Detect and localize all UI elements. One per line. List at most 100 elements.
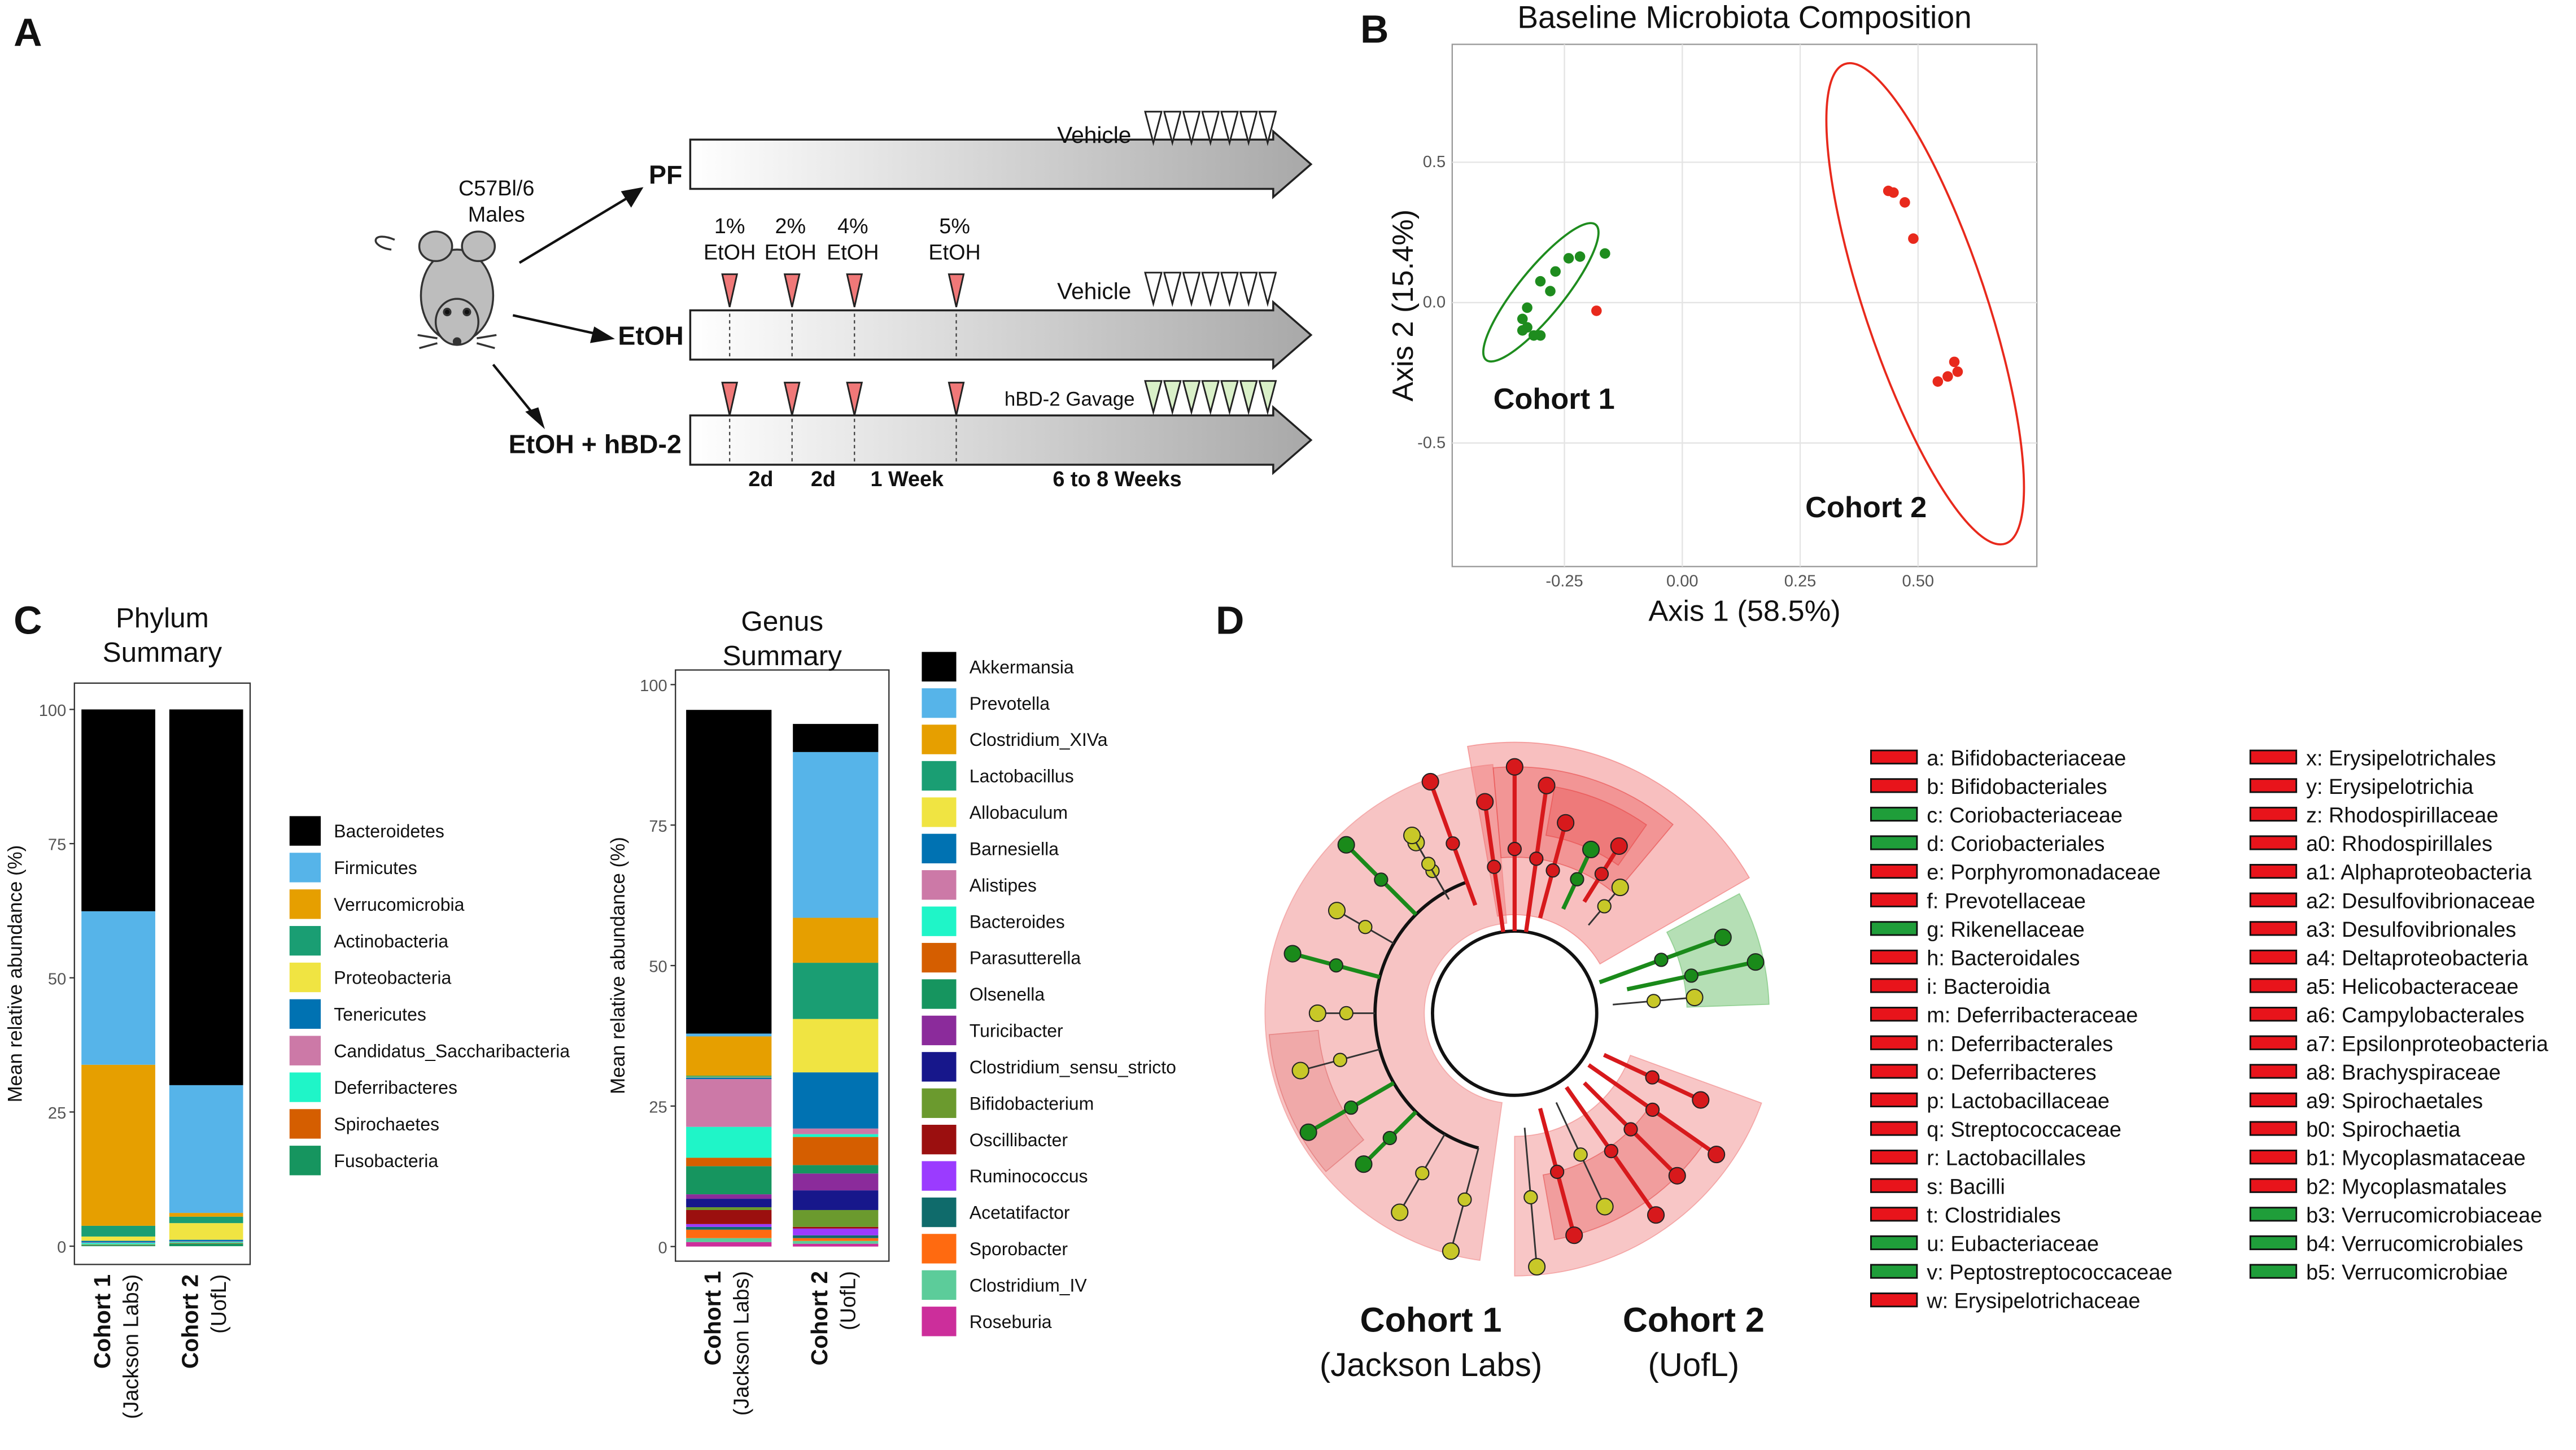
legend-label: a1: Alphaproteobacteria xyxy=(2306,861,2532,885)
strain-label: C57Bl/6 xyxy=(459,177,534,200)
bar-segment xyxy=(686,1033,772,1037)
data-point xyxy=(1949,356,1960,368)
bar-segment xyxy=(169,1216,243,1224)
data-point xyxy=(1535,276,1546,287)
clade-node xyxy=(1538,776,1556,794)
timeline-arrow xyxy=(689,405,1313,475)
clade-node xyxy=(1594,867,1609,881)
legend-swatch xyxy=(1870,892,1918,907)
x-tick-label: Cohort 2 xyxy=(177,1274,203,1369)
marker xyxy=(948,273,965,308)
clade-node xyxy=(1329,958,1343,973)
legend-label: g: Rikenellaceae xyxy=(1927,918,2084,942)
legend-label: n: Deferribacterales xyxy=(1927,1032,2113,1056)
legend-swatch xyxy=(2249,749,2298,765)
cohort-label: Cohort 1 xyxy=(1360,1301,1502,1339)
dose-label: EtOH xyxy=(827,241,879,265)
bar-segment xyxy=(81,1245,155,1247)
legend-swatch xyxy=(289,999,321,1029)
legend-label: a: Bifidobacteriaceae xyxy=(1927,746,2126,770)
legend-label: v: Peptostreptococcaceae xyxy=(1927,1261,2172,1285)
data-point xyxy=(1932,376,1944,387)
clade-node xyxy=(1507,841,1522,857)
clade-node xyxy=(1654,953,1669,967)
bar-segment xyxy=(686,1229,772,1238)
legend-swatch xyxy=(1870,864,1918,879)
legend-swatch xyxy=(2249,1121,2298,1136)
legend-label: Bacteroides xyxy=(970,911,1065,932)
clade-node xyxy=(1596,1198,1614,1216)
marker xyxy=(1239,272,1258,307)
data-point xyxy=(1522,302,1532,313)
clade-node xyxy=(1647,1206,1665,1224)
legend-swatch xyxy=(922,1052,957,1082)
legend-label: Fusobacteria xyxy=(334,1151,438,1171)
y-tick-label: 0 xyxy=(57,1239,66,1257)
marker xyxy=(721,382,739,416)
clade-node xyxy=(1382,1130,1397,1146)
marker xyxy=(783,273,801,308)
y-axis-label: Axis 2 (15.4%) xyxy=(1387,209,1420,401)
treatment-label: Vehicle xyxy=(1057,278,1131,304)
legend-label: a7: Epsilonproteobacteria xyxy=(2306,1032,2549,1056)
legend-label: Clostridium_sensu_stricto xyxy=(970,1057,1176,1077)
clade-node xyxy=(1529,851,1544,866)
legend-label: b0: Spirochaetia xyxy=(2306,1118,2461,1142)
chart-title: Phylum xyxy=(116,602,209,634)
bar-segment xyxy=(686,1199,772,1208)
legend-swatch xyxy=(1870,835,1918,850)
legend-swatch xyxy=(922,688,957,718)
x-tick-label: 0.00 xyxy=(1666,572,1699,590)
data-point xyxy=(1591,305,1602,316)
bar-segment xyxy=(686,1077,772,1080)
treatment-label: hBD-2 Gavage xyxy=(1005,388,1135,410)
bar-segment xyxy=(686,1126,772,1158)
bar-segment xyxy=(793,1241,879,1244)
clade-node xyxy=(1355,1155,1373,1173)
chart-title: Baseline Microbiota Composition xyxy=(1517,0,1972,34)
dose-label: EtOH xyxy=(928,241,980,265)
clade-node xyxy=(1283,945,1302,963)
clade-node xyxy=(1476,793,1494,811)
pcoa-chart: -0.25 0.00 0.25 0.50 -0.5 0.0 0.5 Baseline Micr… xyxy=(1387,0,2038,627)
cladogram: Cohort 1 (Jackson Labs) Cohort 2 (UofL) a: B… xyxy=(1264,741,2549,1383)
x-tick-label: Cohort 1 xyxy=(89,1274,115,1369)
legend-swatch xyxy=(2249,1150,2298,1165)
interval-label: 2d xyxy=(811,468,836,491)
bar-segment xyxy=(793,1019,879,1073)
y-tick-label: 100 xyxy=(640,677,667,695)
legend-swatch xyxy=(922,906,957,936)
marker xyxy=(948,382,965,416)
legend-label: Bifidobacterium xyxy=(970,1093,1094,1113)
interval-label: 1 Week xyxy=(870,468,944,491)
legend-label: c: Coriobacteriaceae xyxy=(1927,803,2123,827)
legend-label: Parasutterella xyxy=(970,948,1081,968)
bar-segment xyxy=(793,1235,879,1238)
legend-label: b2: Mycoplasmatales xyxy=(2306,1175,2507,1199)
legend-label: h: Bacteroidales xyxy=(1927,946,2080,970)
marker xyxy=(1201,272,1220,307)
clade-node xyxy=(1645,1102,1660,1117)
confidence-ellipse xyxy=(1482,222,1600,363)
clade-node xyxy=(1403,827,1421,845)
marker xyxy=(783,382,801,416)
legend-label: Verrucomicrobia xyxy=(334,894,464,915)
bar-segment xyxy=(793,1228,879,1235)
legend-label: w: Erysipelotrichaceae xyxy=(1926,1290,2140,1313)
data-point xyxy=(1908,233,1919,244)
legend-label: b4: Verrucomicrobiales xyxy=(2306,1233,2523,1256)
legend-label: b: Bifidobacteriales xyxy=(1927,775,2107,799)
x-tick-label: 0.50 xyxy=(1902,572,1934,590)
clade-node xyxy=(1570,872,1584,886)
legend-swatch xyxy=(2249,1035,2298,1050)
clade-node xyxy=(1291,1062,1309,1080)
legend-swatch xyxy=(1870,1007,1918,1022)
clade-node xyxy=(1523,1190,1538,1204)
y-tick-label: 0 xyxy=(658,1239,667,1257)
legend-label: z: Rhodospirillaceae xyxy=(2306,803,2498,827)
legend-swatch xyxy=(2249,892,2298,907)
backbone-arc xyxy=(1373,880,1479,1150)
data-point xyxy=(1952,366,1963,377)
clade-node xyxy=(1611,879,1629,897)
legend-label: e: Porphyromonadaceae xyxy=(1927,861,2160,885)
